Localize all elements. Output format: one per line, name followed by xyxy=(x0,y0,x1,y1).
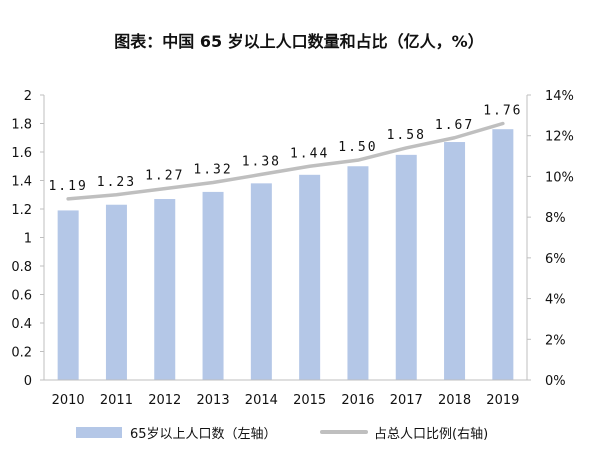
x-tick-label-2017: 2017 xyxy=(390,393,423,408)
left-tick-label: 1 xyxy=(24,232,32,247)
left-tick-label: 0 xyxy=(24,374,32,389)
right-tick-label: 0% xyxy=(545,374,566,389)
bar-2018 xyxy=(444,142,466,380)
x-tick-label-2015: 2015 xyxy=(293,393,326,408)
bars-layer xyxy=(57,129,514,380)
right-tick-label: 4% xyxy=(545,293,566,308)
chart-title: 图表：中国 65 岁以上人口数量和占比（亿人，%） xyxy=(114,32,484,51)
axes-layer: 0 0.2 0.4 0.6 0.8 1 1.2 1.4 1.6 1.8 2 0% 2% 4% 6% 8% 10%… xyxy=(11,89,574,408)
bar-2014 xyxy=(250,183,272,380)
legend-line-label: 占总人口比例(右轴) xyxy=(374,427,488,442)
left-tick-label: 1.6 xyxy=(11,146,32,161)
data-label-2010: 1.19 xyxy=(48,179,87,194)
x-tick-label-2010: 2010 xyxy=(52,393,85,408)
bar-2015 xyxy=(299,174,321,380)
data-label-2019: 1.76 xyxy=(483,104,522,119)
left-tick-label: 0.2 xyxy=(11,346,32,361)
legend: 65岁以上人口数（左轴） 占总人口比例(右轴) xyxy=(76,427,488,442)
line-layer xyxy=(66,121,505,201)
x-tick-label-2011: 2011 xyxy=(100,393,133,408)
x-tick-label-2019: 2019 xyxy=(486,393,519,408)
bar-2016 xyxy=(347,166,369,380)
data-label-2011: 1.23 xyxy=(97,175,136,190)
right-tick-label: 2% xyxy=(545,333,566,348)
x-tick-label-2018: 2018 xyxy=(438,393,471,408)
ratio-line xyxy=(66,121,505,201)
bar-2017 xyxy=(395,154,417,380)
left-tick-label: 0.6 xyxy=(11,289,32,304)
bar-2012 xyxy=(154,199,176,380)
left-tick-label: 1.8 xyxy=(11,118,32,133)
bar-2019 xyxy=(492,129,514,380)
right-tick-label: 10% xyxy=(545,170,574,185)
right-tick-label: 6% xyxy=(545,252,566,267)
bar-2013 xyxy=(202,191,224,380)
right-tick-label: 12% xyxy=(545,130,574,145)
data-label-2012: 1.27 xyxy=(145,169,184,184)
x-tick-label-2014: 2014 xyxy=(245,393,278,408)
legend-bar-label: 65岁以上人口数（左轴） xyxy=(130,427,277,442)
data-label-2015: 1.44 xyxy=(290,146,329,161)
x-tick-label-2016: 2016 xyxy=(341,393,374,408)
left-tick-label: 1.4 xyxy=(11,175,32,190)
right-tick-label: 14% xyxy=(545,89,574,104)
x-tick-label-2012: 2012 xyxy=(148,393,181,408)
bar-2010 xyxy=(57,210,79,380)
left-tick-label: 2 xyxy=(24,89,32,104)
data-label-2016: 1.50 xyxy=(338,140,377,155)
data-label-2014: 1.38 xyxy=(242,154,281,169)
legend-bar-swatch xyxy=(76,427,122,438)
data-label-2017: 1.58 xyxy=(387,128,426,143)
left-tick-label: 0.8 xyxy=(11,260,32,275)
left-tick-label: 0.4 xyxy=(11,317,32,332)
data-label-2013: 1.32 xyxy=(193,163,232,178)
left-tick-label: 1.2 xyxy=(11,203,32,218)
x-tick-label-2013: 2013 xyxy=(197,393,230,408)
labels-layer: 1.19 1.23 1.27 1.32 1.38 1.44 1.50 1.58 1.67 1.76 xyxy=(48,104,522,194)
bar-2011 xyxy=(105,204,127,380)
data-label-2018: 1.67 xyxy=(435,118,474,133)
right-tick-label: 8% xyxy=(545,211,566,226)
